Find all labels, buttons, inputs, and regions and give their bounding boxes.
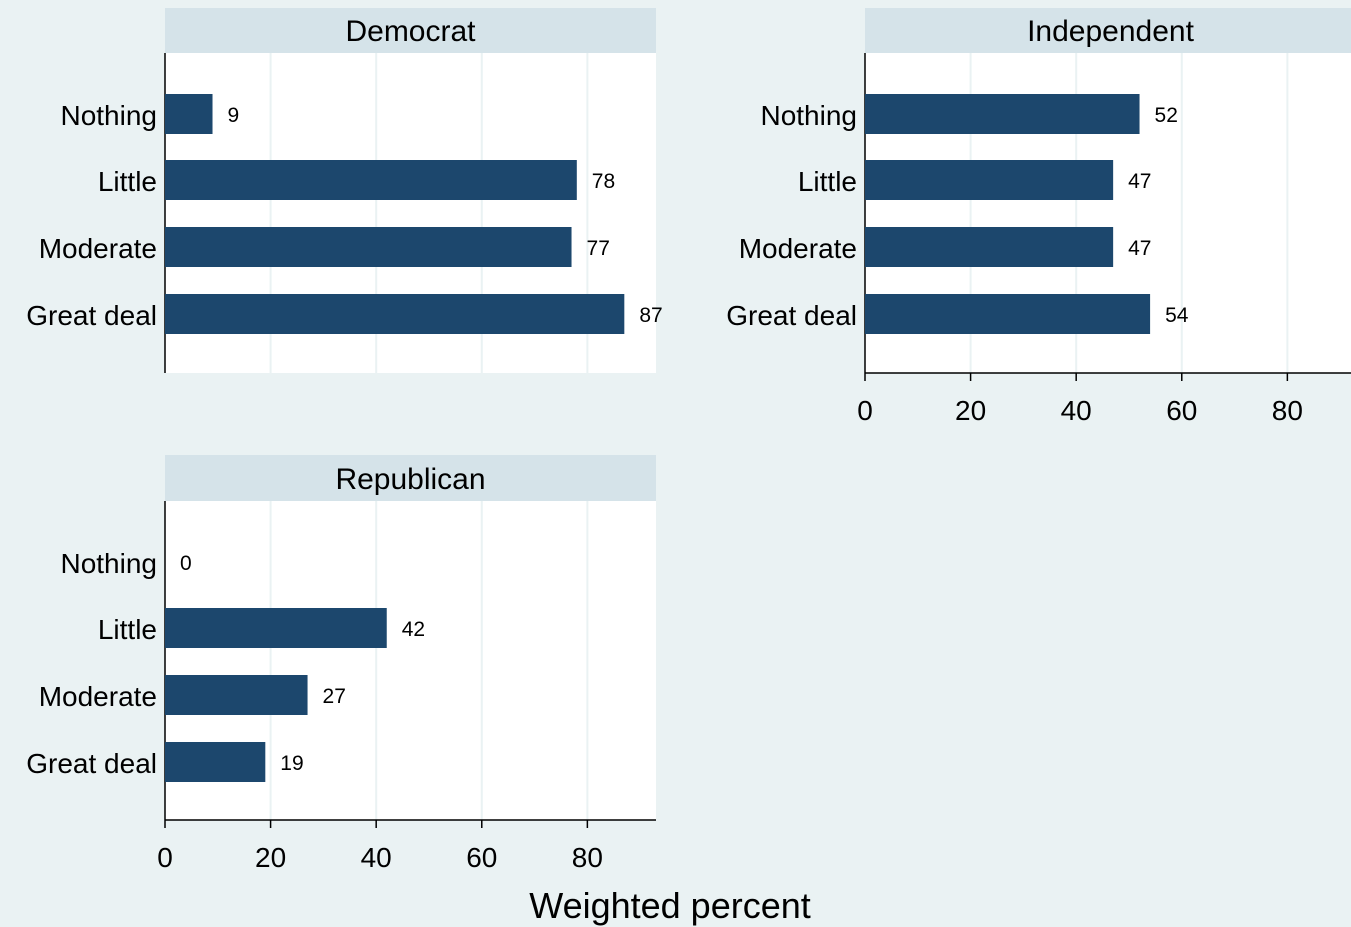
panel-strip <box>165 455 656 501</box>
x-tick-label: 40 <box>361 842 392 873</box>
category-label: Great deal <box>26 748 157 779</box>
panel-republican: Republican Nothing 0 Little 42 Moderate 27 Grea… <box>26 455 656 873</box>
x-axis-label: Weighted percent <box>529 885 811 926</box>
bar-moderate <box>165 675 308 715</box>
category-label: Great deal <box>26 300 157 331</box>
category-label: Little <box>798 166 857 197</box>
bar-moderate <box>865 227 1114 267</box>
x-tick-label: 60 <box>1166 395 1197 426</box>
x-tick-label: 0 <box>857 395 873 426</box>
category-label: Little <box>98 614 157 645</box>
category-label: Nothing <box>760 100 857 131</box>
panel-independent: Independent Nothing 52 Little 47 Moderate 47 Gr… <box>726 8 1351 426</box>
panel-democrat: Democrat Nothing 9 Little 78 Moderate 77 Great … <box>26 8 663 373</box>
category-label: Nothing <box>60 548 157 579</box>
panel-title: Republican <box>335 463 485 496</box>
panel-title: Democrat <box>345 15 476 48</box>
x-tick-label: 80 <box>572 842 603 873</box>
bar-value-label: 47 <box>1128 237 1151 260</box>
bar-great-deal <box>165 294 625 334</box>
panel-strip <box>165 8 656 53</box>
x-tick-label: 20 <box>255 842 286 873</box>
bar-nothing <box>165 94 213 134</box>
bar-value-label: 9 <box>228 104 240 127</box>
bar-value-label: 0 <box>180 552 192 575</box>
category-label: Nothing <box>60 100 157 131</box>
category-label: Little <box>98 166 157 197</box>
bar-value-label: 54 <box>1165 304 1189 327</box>
x-tick-label: 20 <box>955 395 986 426</box>
x-tick-label: 40 <box>1061 395 1092 426</box>
bar-value-label: 47 <box>1128 170 1151 193</box>
bar-little <box>165 608 387 648</box>
bar-value-label: 19 <box>280 752 303 775</box>
bar-value-label: 78 <box>592 170 615 193</box>
bar-value-label: 52 <box>1155 104 1178 127</box>
bar-value-label: 77 <box>587 237 610 260</box>
bar-value-label: 87 <box>639 304 662 327</box>
bar-little <box>865 160 1114 200</box>
bar-value-label: 27 <box>323 685 346 708</box>
bar-moderate <box>165 227 572 267</box>
bar-value-label: 42 <box>402 618 425 641</box>
category-label: Moderate <box>739 233 857 264</box>
category-label: Great deal <box>726 300 857 331</box>
bar-great-deal <box>165 742 266 782</box>
x-tick-label: 0 <box>157 842 173 873</box>
bar-great-deal <box>865 294 1151 334</box>
panel-title: Independent <box>1027 15 1194 48</box>
x-tick-label: 60 <box>466 842 497 873</box>
bar-nothing <box>865 94 1140 134</box>
category-label: Moderate <box>39 233 157 264</box>
x-tick-label: 80 <box>1272 395 1303 426</box>
panel-strip <box>865 8 1351 53</box>
category-label: Moderate <box>39 681 157 712</box>
bar-little <box>165 160 577 200</box>
